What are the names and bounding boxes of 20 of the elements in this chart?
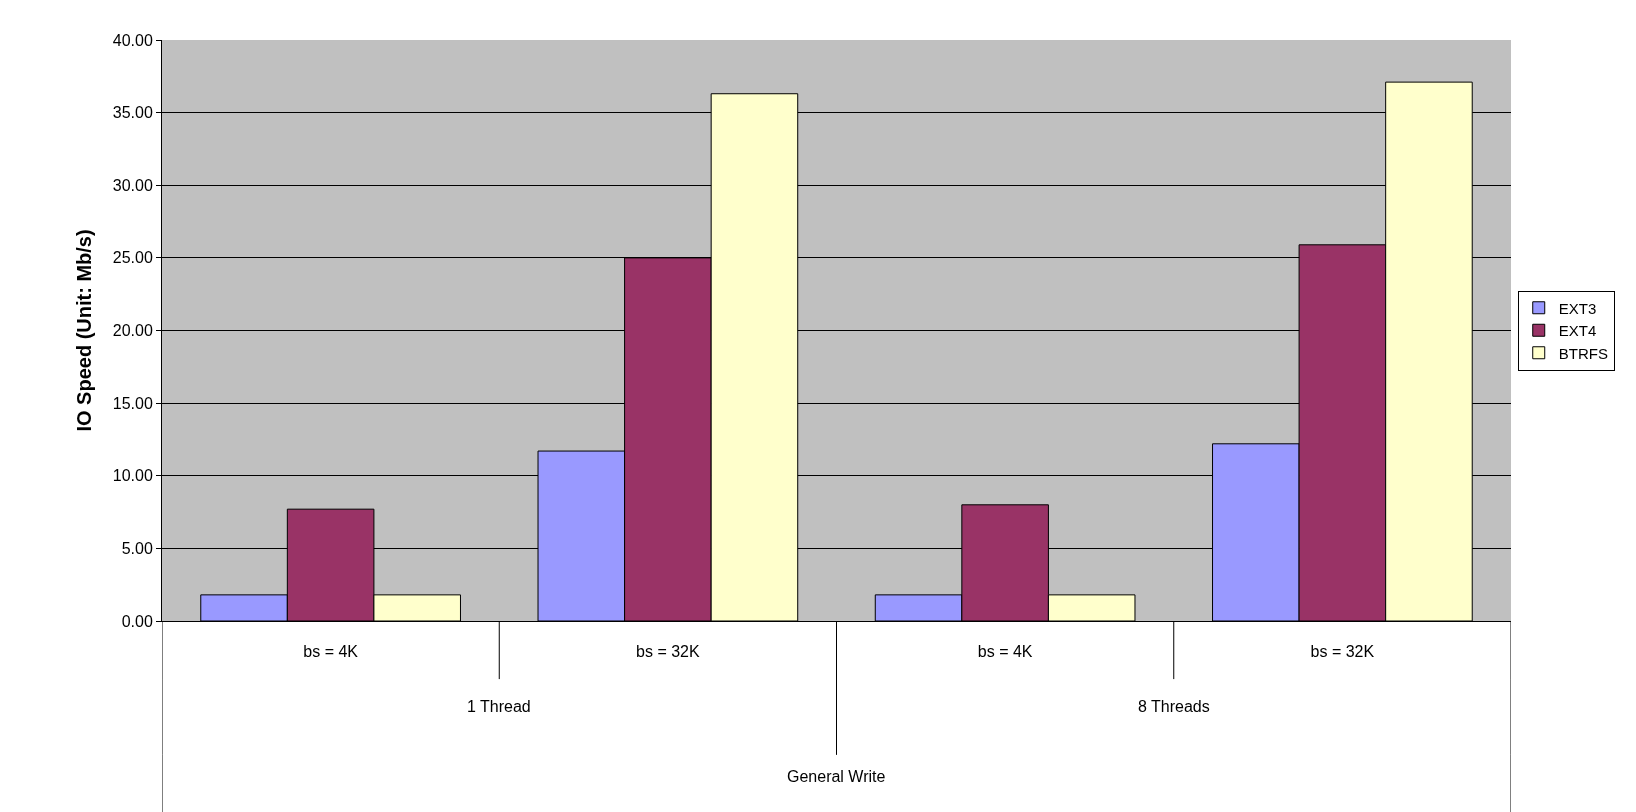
y-tick-label: 35.00: [112, 104, 153, 122]
y-tick-label: 15.00: [112, 394, 153, 412]
legend-label: EXT4: [1558, 322, 1597, 340]
x-tick-label: bs = 4K: [977, 643, 1033, 661]
text: 1 Thread: [467, 698, 531, 715]
x-tick-label: bs = 4K: [303, 643, 359, 661]
y-tick-label: 0.00: [121, 612, 153, 630]
legend-label: BTRFS: [1558, 344, 1608, 362]
y-tick-label: 10.00: [112, 467, 153, 485]
y-tick-label: 30.00: [112, 176, 153, 194]
y-tick-label: 40.00: [112, 31, 153, 49]
legend-label: EXT3: [1558, 299, 1597, 317]
text: General Write: [787, 768, 886, 785]
x-tick-label: bs = 32K: [636, 643, 701, 661]
y-tick-label: 20.00: [112, 322, 153, 340]
y-axis-title: IO Speed (Unit: Mb/s): [73, 229, 96, 432]
y-tick-label: 5.00: [121, 539, 153, 557]
y-tick-label: 25.00: [112, 249, 153, 267]
text: 8 Threads: [1138, 698, 1210, 715]
x-tick-label: bs = 32K: [1310, 643, 1375, 661]
